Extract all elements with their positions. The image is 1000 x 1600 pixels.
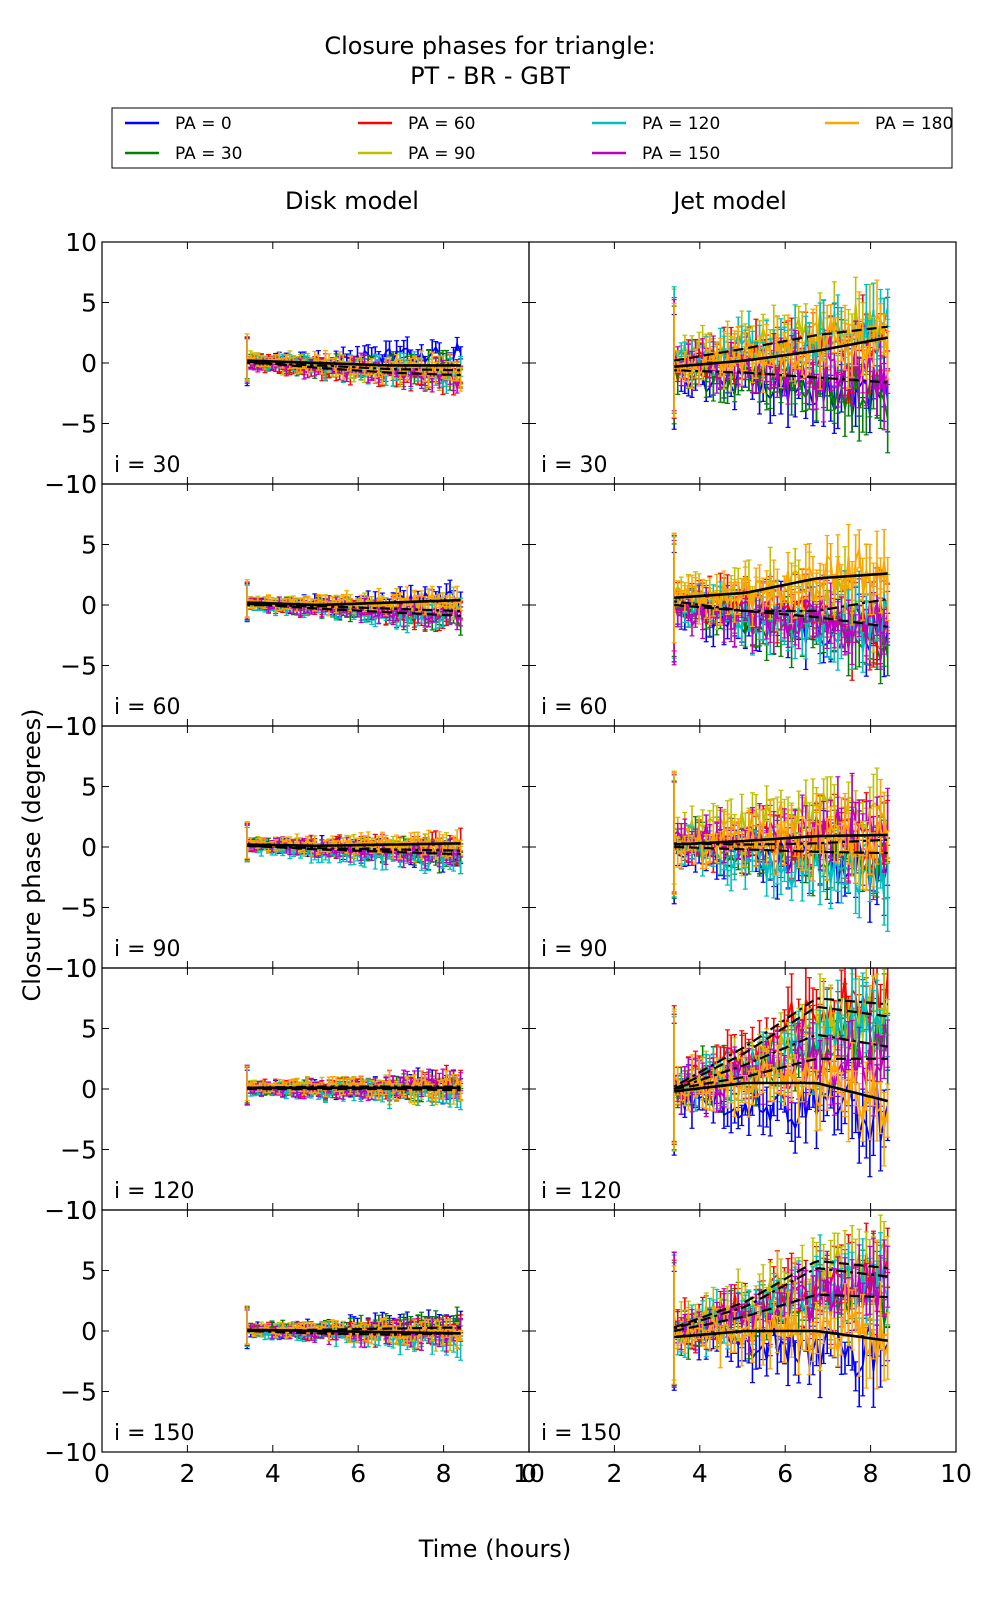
- panel-jet-row-0: i = 30: [528, 241, 957, 485]
- model-fit-line: [674, 369, 888, 384]
- legend-label-5: PA = 150: [642, 144, 720, 164]
- model-fit-line: [247, 361, 461, 372]
- y-tick-label: 0: [81, 591, 97, 620]
- y-tick-label: 5: [81, 289, 97, 318]
- y-tick-label: −10: [44, 470, 97, 499]
- legend-label-3: PA = 90: [408, 144, 475, 164]
- y-tick-label: 10: [65, 228, 97, 257]
- legend-label-2: PA = 60: [408, 114, 475, 134]
- inclination-label: i = 60: [114, 695, 181, 720]
- inclination-label: i = 30: [114, 453, 181, 478]
- panel-series-group: [671, 524, 891, 685]
- column-title-disk: Disk model: [285, 187, 419, 215]
- model-fit-line: [247, 598, 461, 607]
- y-tick-label: 10: [65, 470, 97, 499]
- figure-title-line1: Closure phases for triangle:: [324, 32, 655, 60]
- series-line: [673, 311, 889, 378]
- panel-jet-row-1: i = 60: [528, 483, 957, 727]
- panel-series-group: [244, 333, 464, 396]
- model-fit-line: [674, 336, 888, 368]
- panel-disk-row-0: −10 −5 0 5 10 i = 30: [44, 228, 530, 499]
- panel-disk-row-1: −10 −5 0 5 10 i = 60: [44, 470, 530, 741]
- column-title-jet: Jet model: [671, 187, 787, 215]
- model-fit-line: [247, 603, 461, 613]
- model-fit-line: [247, 359, 461, 367]
- legend-label-1: PA = 30: [175, 144, 242, 164]
- y-tick-label: 0: [81, 349, 97, 378]
- legend-label-6: PA = 180: [875, 114, 953, 134]
- y-tick-label: −10: [44, 712, 97, 741]
- y-tick-label: −5: [60, 410, 97, 439]
- panel-series-group: [671, 276, 891, 454]
- legend-label-0: PA = 0: [175, 114, 232, 134]
- model-fit-line: [674, 325, 888, 362]
- y-tick-label: 5: [81, 531, 97, 560]
- legend: PA = 0 PA = 30 PA = 60 PA = 90 PA = 120 PA = …: [111, 107, 953, 169]
- legend-box: [111, 107, 953, 169]
- inclination-label: i = 30: [541, 453, 608, 478]
- y-tick-label: −5: [60, 652, 97, 681]
- legend-label-4: PA = 120: [642, 114, 720, 134]
- panel-series-group: [244, 579, 464, 636]
- figure-title-line2: PT - BR - GBT: [410, 62, 570, 90]
